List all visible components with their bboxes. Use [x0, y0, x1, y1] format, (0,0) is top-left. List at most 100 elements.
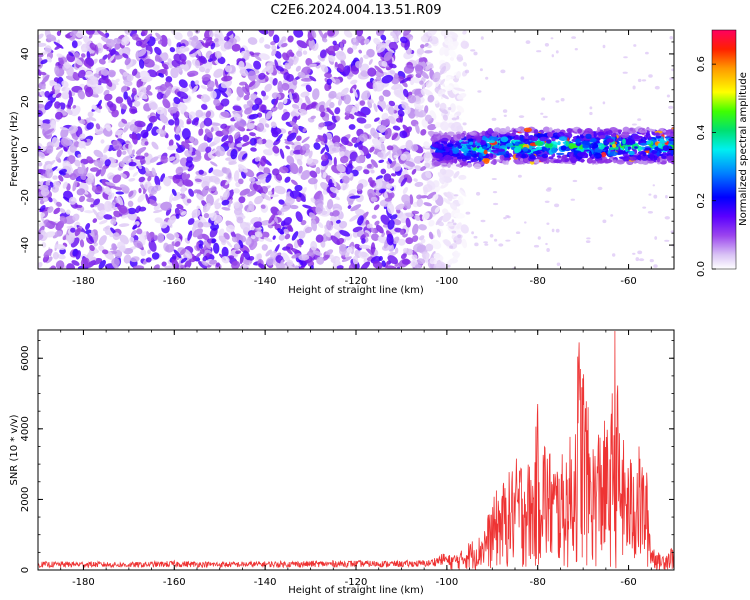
spectrogram-cell [121, 150, 127, 156]
spectrogram-cell [483, 149, 488, 155]
spectrogram-cell [162, 98, 171, 109]
spectrogram-cell [365, 247, 374, 256]
spectrogram-cell [451, 230, 457, 234]
spectrogram-cell [159, 34, 168, 47]
spectrogram-cell [210, 161, 218, 167]
spectrogram-cell [652, 184, 655, 187]
spectrogram-cell [359, 63, 369, 72]
spectrogram-cell [213, 68, 224, 78]
spectrogram-cell [653, 264, 658, 268]
spectrogram-cell [353, 111, 366, 117]
spectrogram-cell [108, 49, 120, 57]
spectrogram-cell [648, 74, 653, 78]
spectrogram-cell [318, 30, 325, 39]
spectrogram-cell [612, 253, 616, 257]
spectrogram-cell [116, 149, 122, 158]
spectrogram-cell [546, 248, 550, 252]
spectrogram-cell [347, 205, 352, 209]
spectrogram-cell [602, 44, 606, 49]
spectrogram-cell [453, 222, 457, 226]
spectrogram-cell [411, 254, 418, 260]
spectrogram-cell [360, 261, 371, 269]
spectrogram-cell [478, 153, 483, 158]
spectrogram-cell [416, 48, 425, 55]
spectrogram-cell [637, 250, 643, 255]
spectrogram-cell [289, 149, 295, 156]
spectrogram-cell [403, 30, 412, 36]
spectrogram-cell [454, 142, 462, 146]
spectrogram-cell [192, 228, 203, 238]
spectrogram-cell [243, 94, 250, 101]
spectrogram-cell [225, 239, 233, 248]
spectrogram-cell [551, 54, 554, 58]
spectrogram-cell [413, 178, 418, 182]
spectrogram-cell [296, 158, 303, 166]
spectrogram-cell [128, 165, 136, 171]
spectrogram-cell [198, 66, 206, 73]
spectrogram-cell [72, 71, 80, 81]
spectrogram-cell [261, 244, 268, 251]
spectrogram-cell [115, 191, 125, 195]
spectrogram-cell [300, 77, 313, 82]
spectrogram-cell [184, 260, 192, 269]
spectrogram-cell [257, 30, 269, 35]
spectrogram-cell [645, 51, 649, 55]
spectrogram-cell [187, 218, 195, 225]
spectrogram-cell [144, 152, 149, 157]
snr-x-label: Height of straight line (km) [288, 585, 424, 596]
spectrogram-cell [306, 157, 313, 165]
spectrogram-cell [334, 78, 341, 85]
spectrogram-cell [653, 194, 658, 199]
spectrogram-cell [372, 138, 382, 148]
spectrogram-cell [284, 195, 296, 206]
spectrogram-cell [187, 70, 199, 77]
spectrogram-cell [623, 56, 628, 59]
spectrogram-cell [198, 261, 208, 269]
spectrogram-cell [244, 107, 253, 115]
spectrogram-cell [330, 75, 336, 83]
spectrogram-cell [238, 178, 244, 185]
spectrogram-cell [295, 211, 303, 222]
spectrogram-cell [648, 136, 652, 140]
spectrogram-cell [111, 109, 119, 118]
spectrogram-cell [456, 93, 467, 100]
spectrogram-cell [221, 199, 230, 206]
spectrogram-cell [272, 34, 280, 44]
spectrogram-cell [380, 168, 387, 175]
spectrogram-cell [186, 198, 192, 204]
spectrogram-cell [102, 54, 108, 61]
spectrogram-cell [78, 133, 86, 140]
spectrogram-cell [333, 156, 337, 167]
spectrogram-cell [446, 191, 453, 202]
spectrogram-heat-layer [38, 30, 674, 269]
spectrogram-cell [439, 66, 447, 75]
spectrogram-cell [270, 106, 278, 112]
spectrogram-cell [632, 252, 636, 255]
spectrogram-cell [435, 121, 442, 128]
colorbar-tick-label: 0.4 [696, 124, 707, 140]
spectrogram-y-tick-label: 40 [20, 48, 31, 61]
spectrogram-cell [370, 181, 377, 187]
spectrogram-cell [515, 153, 522, 157]
spectrogram-cell [320, 147, 326, 154]
spectrogram-cell [555, 100, 560, 103]
spectrogram-cell [476, 136, 482, 143]
spectrogram-cell [453, 194, 459, 197]
spectrogram-cell [555, 50, 559, 54]
spectrogram-cell [217, 56, 226, 65]
spectrogram-cell [533, 129, 539, 135]
spectrogram-cell [135, 146, 147, 155]
spectrogram-cell [309, 170, 318, 178]
spectrogram-cell [302, 50, 308, 55]
snr-y-tick-label: 0 [20, 567, 31, 573]
spectrogram-cell [488, 140, 496, 144]
spectrogram-cell [290, 247, 301, 255]
spectrogram-cell [324, 228, 331, 238]
spectrogram-cell [40, 59, 48, 65]
spectrogram-cell [421, 212, 430, 221]
spectrogram-cell [641, 79, 647, 82]
spectrogram-cell [607, 129, 613, 136]
spectrogram-cell [517, 174, 522, 178]
spectrogram-cell [629, 127, 634, 131]
spectrogram-cell [283, 98, 288, 105]
